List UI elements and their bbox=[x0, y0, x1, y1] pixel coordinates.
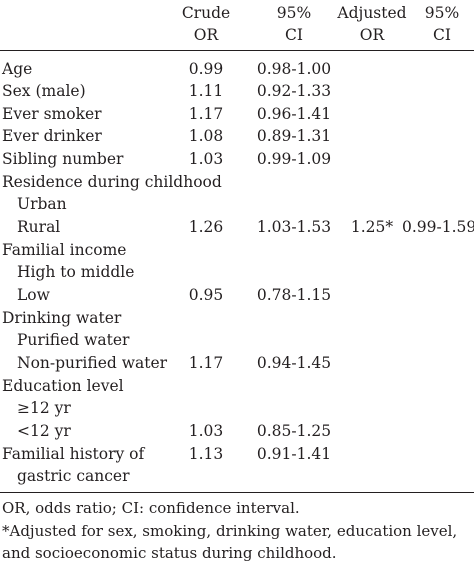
footnote-adjusted-line1: *Adjusted for sex, smoking, drinking wat… bbox=[2, 522, 458, 540]
crude-or-header: Crude OR bbox=[178, 2, 234, 46]
row-label: Sibling number bbox=[2, 150, 124, 168]
table-row-familial-history-cont: gastric cancer bbox=[0, 465, 474, 487]
crude-or-header-line1: Crude bbox=[181, 4, 231, 22]
table-row-low: Low 0.95 0.78-1.15 bbox=[0, 284, 474, 306]
table-row-sibling: Sibling number 1.03 0.99-1.09 bbox=[0, 148, 474, 170]
row-label: Ever drinker bbox=[2, 127, 102, 145]
table-row-urban: Urban bbox=[0, 193, 474, 215]
table-row-edu-lt12: <12 yr 1.03 0.85-1.25 bbox=[0, 420, 474, 442]
crude-or-value: 1.17 bbox=[188, 354, 224, 372]
table-row-edu-ge12: ≥12 yr bbox=[0, 397, 474, 419]
row-label: <12 yr bbox=[17, 422, 71, 440]
crude-or-value: 1.03 bbox=[188, 422, 224, 440]
ci-value: 0.99-1.09 bbox=[256, 150, 332, 168]
table-row-rural: Rural 1.26 1.03-1.53 1.25* 0.99-1.59 bbox=[0, 216, 474, 238]
table-row-familial-history: Familial history of 1.13 0.91-1.41 bbox=[0, 443, 474, 465]
footnote-adjusted-line2: and socioeconomic status during childhoo… bbox=[2, 544, 337, 562]
ci-value: 0.98-1.00 bbox=[256, 60, 332, 78]
row-label: Drinking water bbox=[2, 309, 122, 327]
row-label: Age bbox=[2, 60, 33, 78]
crude-or-value: 0.99 bbox=[188, 60, 224, 78]
table-row-income: Familial income bbox=[0, 239, 474, 261]
row-label: Ever smoker bbox=[2, 105, 102, 123]
table-row-high-middle: High to middle bbox=[0, 261, 474, 283]
ci-value: 0.94-1.45 bbox=[256, 354, 332, 372]
ci-value: 0.85-1.25 bbox=[256, 422, 332, 440]
row-label: Low bbox=[17, 286, 50, 304]
crude-or-value: 1.08 bbox=[188, 127, 224, 145]
table-row-residence: Residence during childhood bbox=[0, 171, 474, 193]
crude-or-value: 1.03 bbox=[188, 150, 224, 168]
adjusted-ci-value: 0.99-1.59 bbox=[402, 218, 474, 236]
adjusted-ci-header-line1: 95% bbox=[424, 4, 460, 22]
table-row-education: Education level bbox=[0, 375, 474, 397]
table-row-age: Age 0.99 0.98-1.00 bbox=[0, 58, 474, 80]
row-label: Familial history of bbox=[2, 445, 145, 463]
footnote-abbreviations: OR, odds ratio; CI: confidence interval. bbox=[2, 499, 300, 517]
bottom-rule bbox=[0, 492, 474, 493]
crude-or-value: 1.17 bbox=[188, 105, 224, 123]
row-label: Education level bbox=[2, 377, 124, 395]
row-label: ≥12 yr bbox=[17, 399, 71, 417]
ci-value: 0.91-1.41 bbox=[256, 445, 332, 463]
ci-value: 0.96-1.41 bbox=[256, 105, 332, 123]
row-label: gastric cancer bbox=[17, 467, 130, 485]
table-row-sex: Sex (male) 1.11 0.92-1.33 bbox=[0, 80, 474, 102]
adjusted-or-header-line1: Adjusted bbox=[337, 4, 407, 22]
crude-or-value: 0.95 bbox=[188, 286, 224, 304]
crude-or-value: 1.26 bbox=[188, 218, 224, 236]
row-label: Residence during childhood bbox=[2, 173, 222, 191]
header-rule bbox=[0, 50, 474, 51]
adjusted-ci-header-line2: CI bbox=[433, 26, 451, 44]
row-label: Sex (male) bbox=[2, 82, 86, 100]
table-row-purified: Purified water bbox=[0, 329, 474, 351]
crude-or-value: 1.13 bbox=[188, 445, 224, 463]
ci-value: 0.92-1.33 bbox=[256, 82, 332, 100]
adjusted-or-header-line2: OR bbox=[359, 26, 385, 44]
table-row-non-purified: Non-purified water 1.17 0.94-1.45 bbox=[0, 352, 474, 374]
ci-value: 0.78-1.15 bbox=[256, 286, 332, 304]
ci-header: 95% CI bbox=[248, 2, 340, 46]
row-label: Familial income bbox=[2, 241, 127, 259]
row-label: Purified water bbox=[17, 331, 130, 349]
table-row-drinker: Ever drinker 1.08 0.89-1.31 bbox=[0, 125, 474, 147]
ci-header-line1: 95% bbox=[276, 4, 312, 22]
row-label: Rural bbox=[17, 218, 61, 236]
crude-or-value: 1.11 bbox=[188, 82, 224, 100]
ci-value: 0.89-1.31 bbox=[256, 127, 332, 145]
adjusted-ci-header: 95% CI bbox=[410, 2, 474, 46]
row-label: Urban bbox=[17, 195, 67, 213]
ci-value: 1.03-1.53 bbox=[256, 218, 332, 236]
row-label: High to middle bbox=[17, 263, 135, 281]
adjusted-or-header: Adjusted OR bbox=[336, 2, 408, 46]
adjusted-or-value: 1.25* bbox=[350, 218, 394, 236]
crude-or-header-line2: OR bbox=[193, 26, 219, 44]
ci-header-line2: CI bbox=[285, 26, 303, 44]
table-row-water: Drinking water bbox=[0, 307, 474, 329]
table-row-smoker: Ever smoker 1.17 0.96-1.41 bbox=[0, 103, 474, 125]
row-label: Non-purified water bbox=[17, 354, 168, 372]
